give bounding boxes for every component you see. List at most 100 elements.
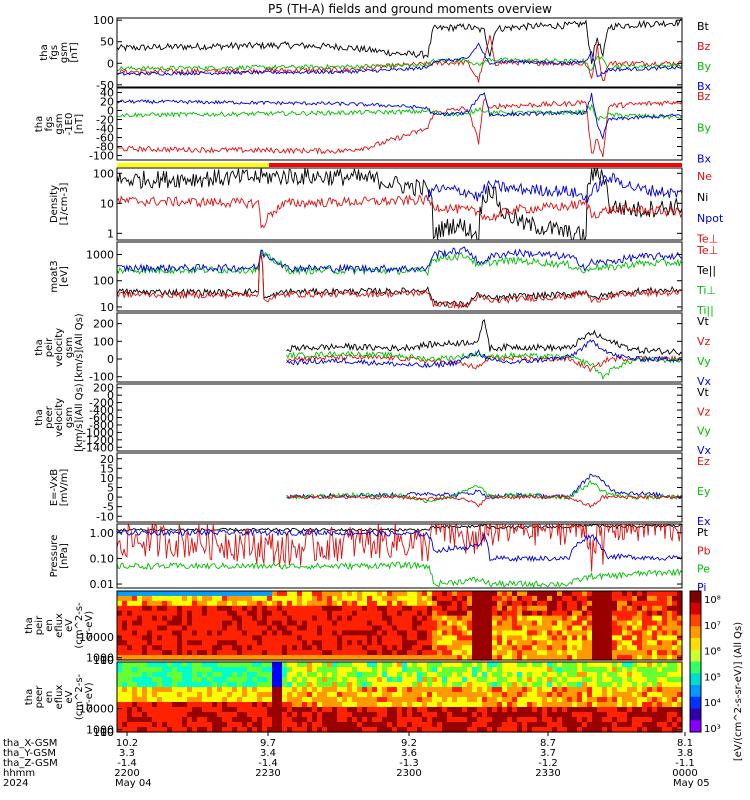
spectrogram-cell xyxy=(302,620,308,627)
y-axis-label-line: tha xyxy=(39,44,50,60)
spectrogram-cell xyxy=(587,692,593,698)
spectrogram-cell xyxy=(312,697,318,703)
spectrogram-cell xyxy=(402,650,408,656)
series-line-Ez xyxy=(286,494,682,509)
spectrogram-cell xyxy=(597,591,603,597)
spectrogram-cell xyxy=(182,702,188,708)
spectrogram-cell xyxy=(222,662,228,668)
spectrogram-cell xyxy=(187,667,193,673)
spectrogram-cell xyxy=(147,672,153,678)
spectrogram-cell xyxy=(337,605,343,612)
spectrogram-cell xyxy=(522,640,528,646)
spectrogram-cell xyxy=(232,600,238,607)
spectrogram-cell xyxy=(212,645,218,651)
spectrogram-cell xyxy=(222,591,228,597)
spectrogram-cell xyxy=(442,682,448,688)
spectrogram-cell xyxy=(397,712,403,718)
spectrogram-cell xyxy=(452,645,458,651)
spectrogram-cell xyxy=(617,717,623,723)
panel-frame xyxy=(116,167,683,241)
spectrogram-cell xyxy=(382,655,388,661)
spectrogram-cell xyxy=(587,605,593,612)
spectrogram-cell xyxy=(367,667,373,673)
spectrogram-cell xyxy=(602,591,608,597)
spectrogram-cell xyxy=(137,620,143,627)
spectrogram-cell xyxy=(432,707,438,713)
spectrogram-cell xyxy=(142,615,148,622)
spectrogram-cell xyxy=(597,692,603,698)
spectrogram-cell xyxy=(532,702,538,708)
spectrogram-cell xyxy=(167,595,173,602)
spectrogram-cell xyxy=(132,640,138,646)
spectrogram-cell xyxy=(552,591,558,597)
spectrogram-cell xyxy=(407,697,413,703)
spectrogram-cell xyxy=(337,687,343,693)
spectrogram-cell xyxy=(607,717,613,723)
spectrogram-cell xyxy=(252,655,258,661)
spectrogram-cell xyxy=(477,645,483,651)
spectrogram-cell xyxy=(127,635,133,641)
spectrogram-cell xyxy=(412,650,418,656)
spectrogram-cell xyxy=(237,662,243,668)
spectrogram-cell xyxy=(442,595,448,602)
spectrogram-cell xyxy=(487,640,493,646)
spectrogram-cell xyxy=(602,687,608,693)
spectrogram-cell xyxy=(262,667,268,673)
spectrogram-cell xyxy=(317,605,323,612)
spectrogram-cell xyxy=(342,645,348,651)
spectrogram-cell xyxy=(357,722,363,728)
spectrogram-cell xyxy=(247,655,253,661)
spectrogram-cell xyxy=(117,591,123,597)
spectrogram-cell xyxy=(462,697,468,703)
spectrogram-cell xyxy=(542,662,548,668)
spectrogram-cell xyxy=(377,697,383,703)
spectrogram-cell xyxy=(352,692,358,698)
spectrogram-cell xyxy=(447,615,453,622)
spectrogram-cell xyxy=(212,635,218,641)
spectrogram-cell xyxy=(142,687,148,693)
spectrogram-cell xyxy=(482,682,488,688)
spectrogram-cell xyxy=(652,615,658,622)
y-axis-label-line: gsm xyxy=(64,407,75,428)
y-tick-label: -200 xyxy=(89,397,114,410)
spectrogram-cell xyxy=(332,697,338,703)
spectrogram-cell xyxy=(237,722,243,728)
spectrogram-cell xyxy=(647,727,653,733)
spectrogram-cell xyxy=(562,712,568,718)
spectrogram-cell xyxy=(487,650,493,656)
spectrogram-cell xyxy=(677,645,683,651)
spectrogram-cell xyxy=(582,595,588,602)
spectrogram-cell xyxy=(202,640,208,646)
spectrogram-cell xyxy=(372,615,378,622)
spectrogram-cell xyxy=(332,635,338,641)
spectrogram-cell xyxy=(312,702,318,708)
spectrogram-cell xyxy=(667,600,673,607)
spectrogram-cell xyxy=(602,600,608,607)
spectrogram-cell xyxy=(447,595,453,602)
spectrogram-cell xyxy=(417,625,423,632)
spectrogram-cell xyxy=(207,645,213,651)
spectrogram-cell xyxy=(457,682,463,688)
spectrogram-cell xyxy=(582,650,588,656)
spectrogram-cell xyxy=(397,727,403,733)
spectrogram-cell xyxy=(632,717,638,723)
spectrogram-cell xyxy=(637,702,643,708)
spectrogram-cell xyxy=(562,722,568,728)
spectrogram-cell xyxy=(417,600,423,607)
spectrogram-cell xyxy=(592,610,598,617)
spectrogram-cell xyxy=(602,697,608,703)
spectrogram-cell xyxy=(382,727,388,733)
spectrogram-cell xyxy=(672,702,678,708)
x-axis-value: May 05 xyxy=(673,778,710,789)
spectrogram-cell xyxy=(452,687,458,693)
spectrogram-cell xyxy=(362,600,368,607)
spectrogram-cell xyxy=(192,620,198,627)
spectrogram-cell xyxy=(487,707,493,713)
legend-entry-Vy: Vy xyxy=(697,355,711,368)
spectrogram-cell xyxy=(527,610,533,617)
spectrogram-cell xyxy=(187,727,193,733)
spectrogram-cell xyxy=(252,717,258,723)
spectrogram-cell xyxy=(437,610,443,617)
spectrogram-cell xyxy=(297,615,303,622)
